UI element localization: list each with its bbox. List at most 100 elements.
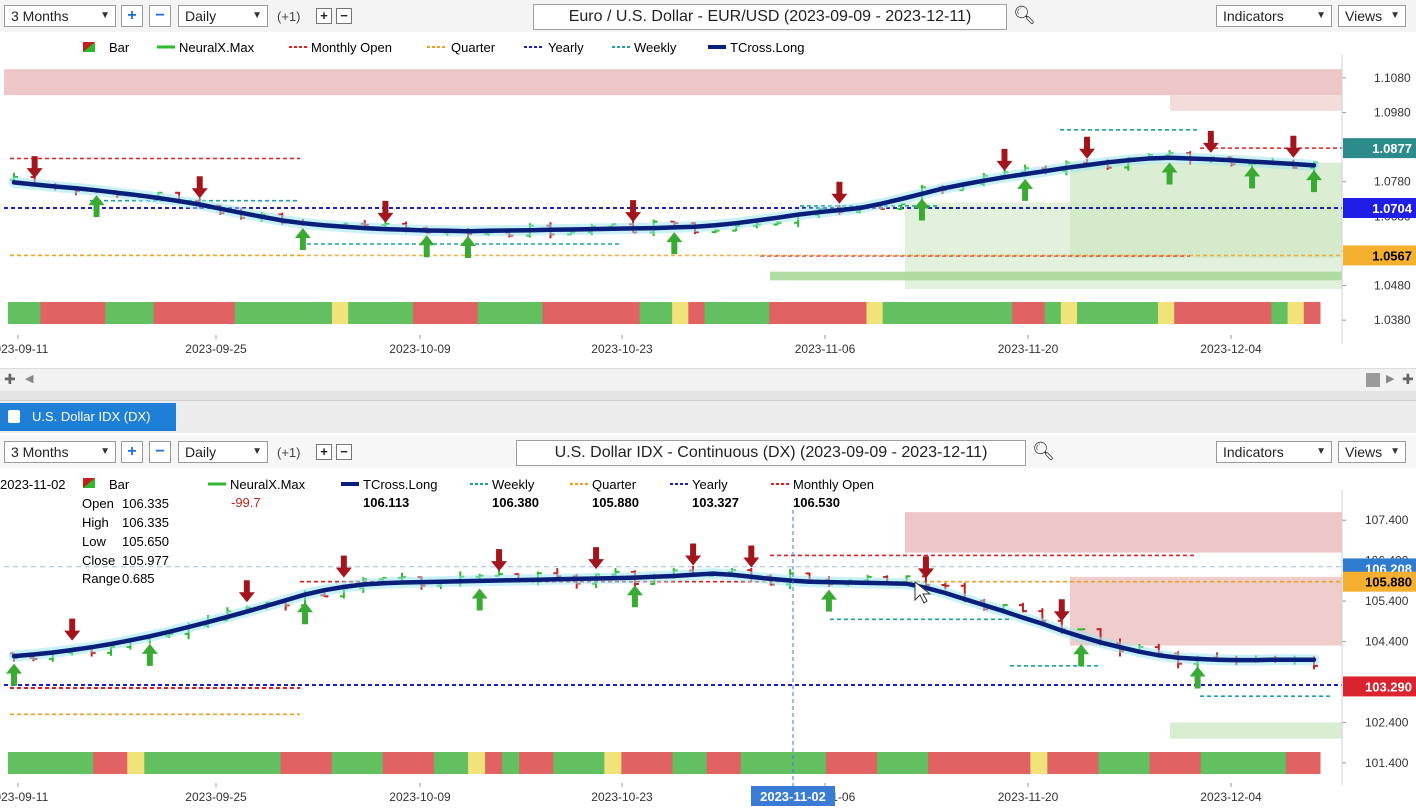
remove-icon[interactable]: − (336, 8, 352, 24)
neuralx-bar-segment (1190, 302, 1208, 324)
expand-icon[interactable]: ✚ (4, 371, 16, 387)
neuralx-bar-segment (706, 752, 725, 774)
neuralx-bar-segment (996, 752, 1014, 774)
price-tag-label: 103.290 (1365, 679, 1412, 694)
neuralx-bar-segment (1047, 752, 1065, 774)
neuralx-bar-segment (866, 302, 884, 324)
neuralx-bar-segment (801, 302, 819, 324)
top-indicators-select[interactable]: Indicators ▼ (1216, 5, 1332, 27)
bottom-chart-title[interactable]: U.S. Dollar IDX - Continuous (DX) (2023-… (516, 440, 1026, 466)
y-tick-label: 1.0780 (1374, 175, 1411, 189)
search-icon[interactable]: 🔍︎ (1013, 5, 1036, 25)
cursor-date-tag (751, 786, 835, 806)
x-tick-label: 2023-10-09 (389, 342, 451, 356)
neuralx-bar-segment (834, 302, 851, 324)
neuralx-bar-segment (1268, 752, 1287, 774)
legend-bar-swatch-up (83, 478, 95, 488)
legend-monthly: Monthly Open (311, 40, 392, 55)
zoom-in-icon[interactable]: + (121, 441, 143, 463)
legend-monthly-value: 106.530 (793, 495, 840, 510)
zoom-out-icon[interactable]: − (149, 5, 171, 27)
legend-quarter: Quarter (592, 477, 637, 492)
neuralx-bar-segment (93, 752, 111, 774)
neuralx-bar-segment (331, 302, 349, 324)
neuralx-bar-segment (1222, 302, 1240, 324)
neuralx-bar-segment (59, 752, 77, 774)
panel-separator[interactable] (0, 391, 1416, 400)
bottom-indicators-select[interactable]: Indicators ▼ (1216, 441, 1332, 463)
top-views-select[interactable]: Views ▼ (1338, 5, 1406, 27)
neuralx-bar-segment (195, 752, 213, 774)
expand-icon[interactable]: ✚ (1402, 371, 1414, 387)
arrow-up-icon (1189, 666, 1206, 689)
legend-weekly: Weekly (492, 477, 535, 492)
search-icon[interactable]: 🔍︎ (1032, 441, 1055, 461)
arrow-up-icon (1161, 162, 1178, 185)
neuralx-bar-segment (263, 752, 282, 774)
neuralx-bar-segment (996, 302, 1013, 324)
bottom-views-select[interactable]: Views ▼ (1338, 441, 1406, 463)
neuralx-bar-segment (672, 302, 689, 324)
ohlc-high-value: 106.335 (122, 515, 169, 530)
neuralx-bar-segment (416, 752, 435, 774)
chevron-down-icon: ▼ (252, 10, 262, 21)
neuralx-bar-segment (689, 752, 708, 774)
eurusd-chart[interactable]: Bar NeuralX.Max Monthly Open Quarter Yea… (0, 34, 1416, 367)
neuralx-bar-segment (1044, 302, 1062, 324)
top-interval-select[interactable]: Daily ▼ (178, 5, 268, 27)
arrow-down-icon (26, 156, 43, 179)
neuralx-bar-segment (607, 302, 625, 324)
scroll-right-icon[interactable]: ▶ (1386, 373, 1395, 385)
add-icon[interactable]: + (316, 8, 332, 24)
price-tag (1343, 245, 1416, 266)
scroll-left-icon[interactable]: ◀ (25, 373, 34, 385)
arrow-up-icon (6, 663, 22, 686)
top-legend: Bar NeuralX.Max Monthly Open Quarter Yea… (83, 40, 804, 55)
neuralx-bar-segment (1285, 752, 1304, 774)
legend-tcross: TCross.Long (730, 40, 804, 55)
neuralx-bar-segment (169, 302, 187, 324)
add-icon[interactable]: + (316, 444, 332, 460)
neuralx-bar-segment (1149, 752, 1168, 774)
bottom-interval-select[interactable]: Daily ▼ (178, 441, 268, 463)
x-tick-label: 2023-10-23 (591, 790, 653, 804)
neuralx-bar-segment (1200, 752, 1219, 774)
usdx-chart[interactable]: 101.400102.400103.400104.400105.400106.4… (0, 470, 1416, 810)
arrow-up-icon (1244, 166, 1261, 189)
bottom-y-axis: 101.400102.400103.400104.400105.400106.4… (1341, 490, 1416, 785)
top-chart-title[interactable]: Euro / U.S. Dollar - EUR/USD (2023-09-09… (533, 4, 1007, 30)
bottom-indicators-label: Indicators (1223, 444, 1284, 460)
tab-usdx[interactable]: U.S. Dollar IDX (DX) (0, 403, 176, 431)
neuralx-bar-segment (380, 302, 398, 324)
neuralx-bar-segment (331, 752, 350, 774)
price-tag (1343, 198, 1416, 218)
chevron-down-icon: ▼ (100, 10, 110, 21)
neuralx-bar-segment (882, 302, 900, 324)
chevron-down-icon: ▼ (252, 446, 262, 457)
zoom-in-icon[interactable]: + (121, 5, 143, 27)
neuralx-bar-segment (791, 752, 810, 774)
top-period-select[interactable]: 3 Months ▼ (4, 5, 116, 27)
bottom-period-select[interactable]: 3 Months ▼ (4, 441, 116, 463)
neuralx-bar-segment (842, 752, 861, 774)
neuralx-bar-segment (8, 752, 26, 774)
zoom-out-icon[interactable]: − (149, 441, 171, 463)
neuralx-bar-segment (412, 302, 430, 324)
top-scrollbar[interactable]: ✚ ◀ ▶ ✚ (0, 368, 1416, 392)
arrow-down-icon (238, 580, 255, 603)
remove-icon[interactable]: − (336, 444, 352, 460)
neuralx-bar-segment (604, 752, 622, 774)
ohlc-close-value: 105.977 (122, 553, 169, 568)
neuralx-bar-segment (186, 302, 203, 324)
neuralx-bar-segment (280, 752, 299, 774)
neuralx-bar-segment (396, 302, 414, 324)
scroll-thumb[interactable] (1366, 373, 1380, 387)
y-tick-label: 102.400 (1365, 715, 1409, 729)
neuralx-bar-segment (144, 752, 162, 774)
bottom-plot-area (4, 510, 1342, 786)
y-tick-label: 101.400 (1365, 756, 1409, 770)
neuralx-bar-segment (655, 302, 673, 324)
neuralx-bar-segment (127, 752, 145, 774)
legend-tcross: TCross.Long (363, 477, 437, 492)
neuralx-bar-segment (1239, 302, 1256, 324)
